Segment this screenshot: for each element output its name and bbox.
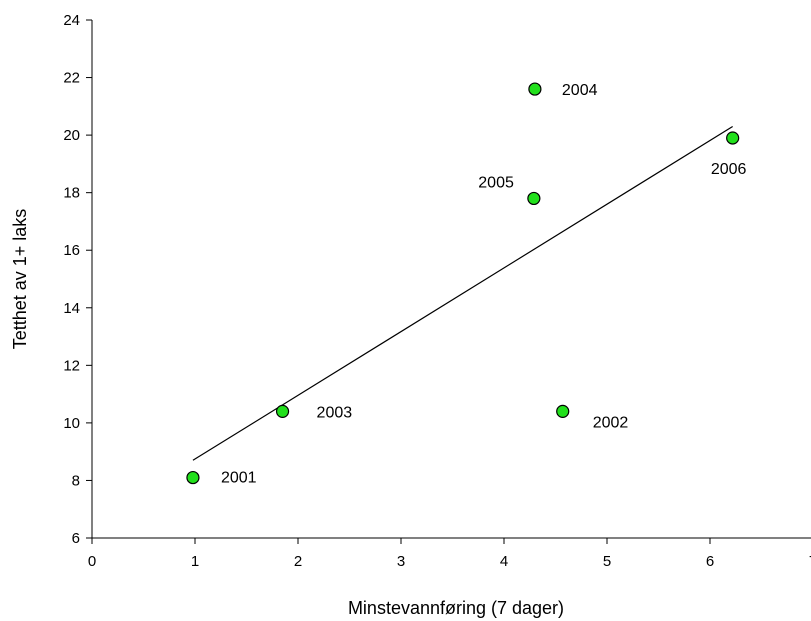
point-label: 2001 — [221, 470, 257, 487]
y-axis-title: Tetthet av 1+ laks — [10, 209, 30, 350]
point-label: 2006 — [711, 161, 747, 178]
point-labels: 2001 2002 2003 2004 2005 2006 — [221, 82, 747, 487]
y-tick-label: 14 — [63, 300, 80, 317]
y-tick-label: 22 — [63, 70, 80, 87]
y-tick-label: 16 — [63, 242, 80, 259]
x-axis-ticks: 0 1 2 3 4 5 6 7 — [88, 538, 811, 570]
data-point — [528, 82, 542, 96]
y-tick-label: 10 — [63, 415, 80, 432]
x-axis-title: Minstevannføring (7 dager) — [348, 598, 564, 618]
y-tick-label: 12 — [63, 357, 80, 374]
x-tick-label: 7 — [809, 553, 811, 570]
point-label: 2004 — [562, 82, 598, 99]
x-tick-label: 4 — [500, 553, 508, 570]
plot-frame — [91, 20, 811, 539]
x-tick-label: 1 — [191, 553, 199, 570]
point-label: 2002 — [593, 414, 629, 431]
y-tick-label: 24 — [63, 12, 80, 29]
regression-line-group — [192, 125, 733, 461]
data-point — [527, 191, 541, 206]
x-tick-label: 3 — [397, 553, 405, 570]
x-tick-label: 0 — [88, 553, 96, 570]
x-tick-label: 6 — [706, 553, 714, 570]
point-label: 2003 — [317, 404, 353, 421]
y-tick-label: 6 — [72, 530, 80, 547]
y-tick-label: 18 — [63, 185, 80, 202]
point-label: 2005 — [478, 174, 514, 191]
data-point — [726, 131, 740, 145]
x-tick-label: 2 — [294, 553, 302, 570]
data-points — [186, 82, 740, 485]
y-tick-label: 20 — [63, 127, 80, 144]
data-point — [275, 404, 290, 418]
x-tick-label: 5 — [603, 553, 611, 570]
data-point — [556, 404, 570, 418]
regression-line — [192, 125, 733, 461]
data-point — [186, 470, 200, 485]
y-axis-ticks: 6 8 10 12 14 16 18 20 22 24 — [63, 12, 92, 547]
y-tick-label: 8 — [72, 472, 80, 489]
